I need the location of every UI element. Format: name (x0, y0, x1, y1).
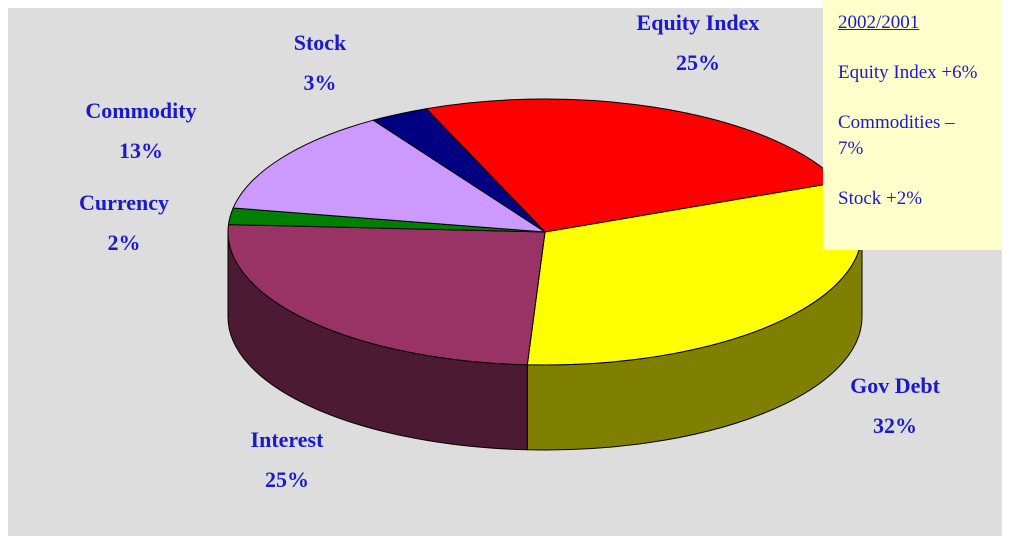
pie-tops (227, 98, 863, 366)
slice-value-label: 13% (119, 138, 163, 163)
slice-value-label: 3% (304, 70, 337, 95)
pie-slice (372, 108, 546, 233)
slice-value-label: 25% (676, 50, 720, 75)
slice-label: Currency (79, 190, 169, 215)
slice-value-label: 25% (265, 467, 309, 492)
slice-label: Equity Index (637, 10, 760, 35)
pie-slice (227, 224, 546, 366)
slice-label: Interest (251, 427, 325, 452)
annotation-note: Stock +2% (838, 188, 923, 209)
slice-label: Stock (294, 30, 347, 55)
annotation-note: Equity Index +6% (838, 62, 978, 83)
annotation-title: 2002/2001 (838, 12, 920, 33)
annotation-box: 2002/2001 Equity Index +6% Commodities –… (823, 0, 1002, 250)
labels: Equity Index 25% Gov Debt 32% Interest 25% Cur… (79, 10, 941, 492)
slice-value-label: 2% (108, 230, 141, 255)
slice-value-label: 32% (873, 413, 917, 438)
annotation-note: Commodities –7% (838, 112, 955, 159)
slice-label: Commodity (85, 98, 196, 123)
pie-slice (425, 98, 840, 233)
slice-label: Gov Debt (850, 373, 941, 398)
pie-slice (232, 119, 546, 233)
